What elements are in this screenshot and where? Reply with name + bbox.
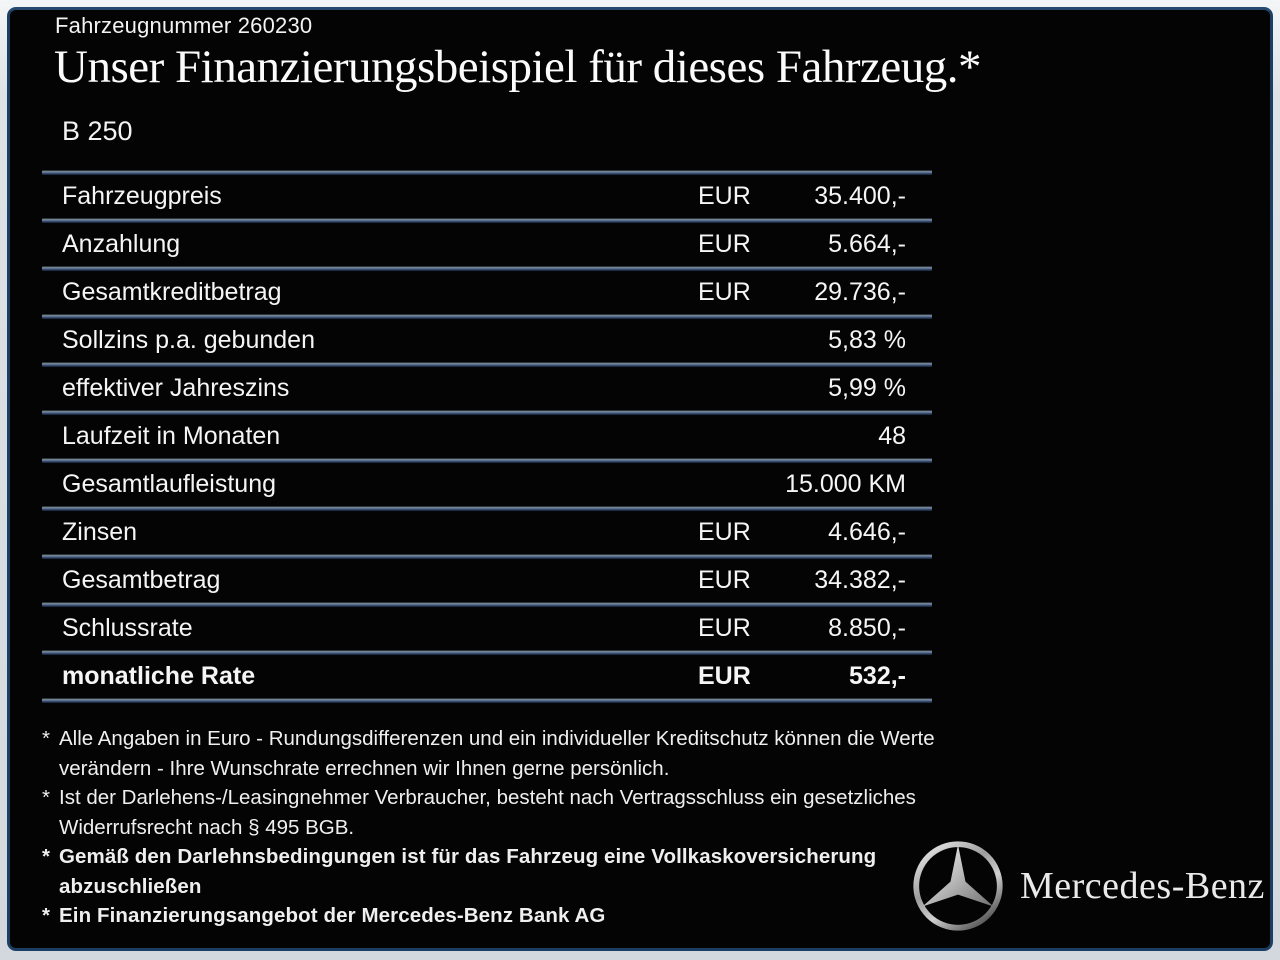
footnote: * Gemäß den Darlehnsbedingungen ist für … [42,842,947,901]
vehicle-number: Fahrzeugnummer 260230 [55,13,313,38]
asterisk-marker: * [42,727,50,750]
row-divider [42,362,932,367]
table-row: Gesamtkreditbetrag EUR 29.736,- [42,271,932,314]
row-label: Gesamtbetrag [62,566,221,594]
row-label: Laufzeit in Monaten [62,422,281,450]
mercedes-star-icon [913,841,1003,931]
table-row: Anzahlung EUR 5.664,- [42,223,932,266]
row-value: 532,- [849,662,906,690]
row-value: 5,83 % [828,326,906,354]
row-divider [42,650,932,655]
mercedes-benz-wordmark: Mercedes-Benz [1020,865,1265,907]
footnote: * Ein Finanzierungsangebot der Mercedes-… [42,901,947,931]
row-label: Gesamtkreditbetrag [62,278,282,306]
row-label: Fahrzeugpreis [62,182,222,210]
row-divider [42,266,932,271]
row-label: Gesamtlaufleistung [62,470,277,498]
row-divider [42,314,932,319]
row-value: 8.850,- [828,614,906,642]
row-value: 29.736,- [814,278,906,306]
footnote-text: Alle Angaben in Euro - Rundungsdifferenz… [59,727,935,780]
row-currency: EUR [698,278,751,306]
row-label: monatliche Rate [62,662,256,690]
table-row: Sollzins p.a. gebunden 5,83 % [42,319,932,362]
row-currency: EUR [698,230,751,258]
table-row: Fahrzeugpreis EUR 35.400,- [42,175,932,218]
row-divider [42,458,932,463]
table-row-monthly-rate: monatliche Rate EUR 532,- [42,655,932,698]
row-label: Schlussrate [62,614,193,642]
footnote: * Alle Angaben in Euro - Rundungsdiffere… [42,724,947,783]
row-currency: EUR [698,518,751,546]
footnote: * Ist der Darlehens-/Leasingnehmer Verbr… [42,783,947,842]
row-value: 35.400,- [814,182,906,210]
row-divider [42,602,932,607]
footnote-text: Gemäß den Darlehnsbedingungen ist für da… [59,845,877,898]
footnotes: * Alle Angaben in Euro - Rundungsdiffere… [42,724,947,931]
asterisk-marker: * [42,904,51,927]
row-divider [42,554,932,559]
table-row: effektiver Jahreszins 5,99 % [42,367,932,410]
row-label: effektiver Jahreszins [62,374,290,402]
row-divider [42,410,932,415]
table-row: Schlussrate EUR 8.850,- [42,607,932,650]
table-row: Zinsen EUR 4.646,- [42,511,932,554]
row-divider [42,506,932,511]
row-value: 4.646,- [828,518,906,546]
table-row: Gesamtlaufleistung 15.000 KM [42,463,932,506]
page-title: Unser Finanzierungsbeispiel für dieses F… [54,41,982,93]
footnote-text: Ist der Darlehens-/Leasingnehmer Verbrau… [59,786,916,839]
row-value: 34.382,- [814,566,906,594]
row-currency: EUR [698,662,751,690]
row-currency: EUR [698,614,751,642]
vehicle-model: B 250 [62,116,133,146]
row-value: 48 [878,422,906,450]
footnote-text: Ein Finanzierungsangebot der Mercedes-Be… [59,904,606,927]
row-currency: EUR [698,566,751,594]
finance-table: Fahrzeugpreis EUR 35.400,- Anzahlung EUR… [42,170,932,703]
row-label: Anzahlung [62,230,181,258]
finance-offer-card: Fahrzeugnummer 260230 Unser Finanzierung… [7,7,1273,951]
row-value: 15.000 KM [785,470,906,498]
row-divider [42,170,932,175]
row-currency: EUR [698,182,751,210]
row-divider [42,218,932,223]
row-value: 5,99 % [828,374,906,402]
table-row: Laufzeit in Monaten 48 [42,415,932,458]
row-label: Zinsen [62,518,138,546]
row-divider [42,698,932,703]
asterisk-marker: * [42,786,50,809]
row-value: 5.664,- [828,230,906,258]
asterisk-marker: * [42,845,51,868]
row-label: Sollzins p.a. gebunden [62,326,315,354]
table-row: Gesamtbetrag EUR 34.382,- [42,559,932,602]
